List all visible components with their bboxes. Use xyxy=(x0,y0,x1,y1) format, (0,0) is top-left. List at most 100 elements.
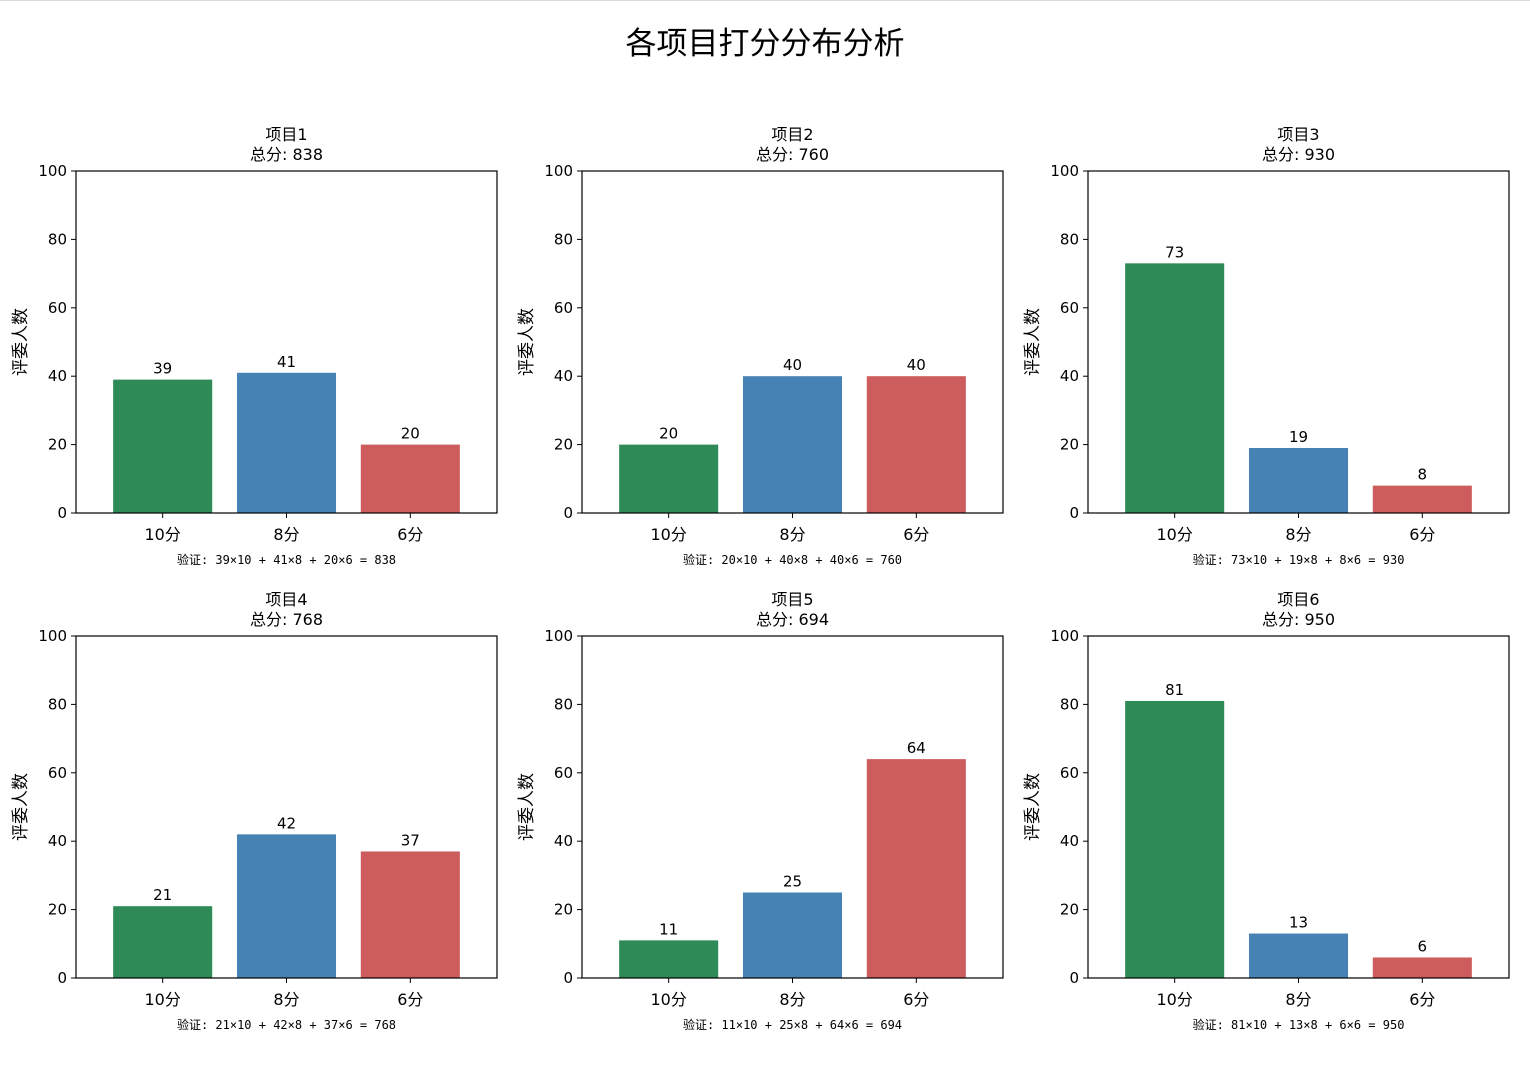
bar-value-label: 41 xyxy=(277,353,296,371)
y-tick-label: 20 xyxy=(1060,901,1079,919)
bar-value-label: 21 xyxy=(153,886,172,904)
y-tick-label: 40 xyxy=(554,367,573,385)
y-tick-label: 40 xyxy=(554,832,573,850)
subplot-title: 项目5 xyxy=(771,590,813,609)
bar xyxy=(236,372,337,513)
subplot-title: 项目3 xyxy=(1277,125,1319,144)
y-tick-label: 60 xyxy=(1060,299,1079,317)
bar-value-label: 40 xyxy=(907,356,926,374)
y-tick-label: 0 xyxy=(57,969,67,987)
x-tick-label: 6分 xyxy=(903,990,929,1009)
x-tick-label: 10分 xyxy=(1156,525,1192,544)
bar xyxy=(866,376,966,513)
bar-value-label: 13 xyxy=(1289,914,1308,932)
top-border xyxy=(0,0,1530,1)
y-axis-label: 评委人数 xyxy=(1023,773,1043,841)
x-tick-label: 6分 xyxy=(903,525,929,544)
y-tick-label: 0 xyxy=(563,504,573,522)
bar-value-label: 73 xyxy=(1165,243,1184,261)
subplot-total-label: 总分: 950 xyxy=(1262,610,1335,629)
y-axis-label: 评委人数 xyxy=(517,773,537,841)
y-tick-label: 80 xyxy=(48,695,67,713)
x-tick-label: 6分 xyxy=(1409,990,1435,1009)
x-tick-label: 6分 xyxy=(1409,525,1435,544)
verification-note: 验证: 11×10 + 25×8 + 64×6 = 694 xyxy=(683,1017,902,1032)
subplot-title: 项目2 xyxy=(771,125,813,144)
y-tick-label: 20 xyxy=(48,436,67,454)
subplot-total-label: 总分: 760 xyxy=(756,145,829,164)
y-tick-label: 40 xyxy=(48,367,67,385)
verification-note: 验证: 39×10 + 41×8 + 20×6 = 838 xyxy=(177,552,396,567)
y-tick-label: 100 xyxy=(38,162,67,180)
x-tick-label: 8分 xyxy=(1285,990,1311,1009)
bar-value-label: 37 xyxy=(401,831,420,849)
subplot-title: 项目6 xyxy=(1277,590,1319,609)
bar-value-label: 19 xyxy=(1289,428,1308,446)
x-tick-label: 6分 xyxy=(397,525,423,544)
bar-value-label: 42 xyxy=(277,814,296,832)
bar xyxy=(742,376,843,513)
subplot-title: 项目1 xyxy=(265,125,307,144)
x-tick-label: 10分 xyxy=(1156,990,1192,1009)
y-tick-label: 20 xyxy=(554,436,573,454)
x-tick-label: 8分 xyxy=(273,990,299,1009)
x-tick-label: 10分 xyxy=(144,525,180,544)
bar xyxy=(113,906,213,978)
bar xyxy=(619,940,719,978)
y-tick-label: 60 xyxy=(1060,764,1079,782)
x-tick-label: 8分 xyxy=(779,990,805,1009)
bar-value-label: 25 xyxy=(783,873,802,891)
y-tick-label: 100 xyxy=(1050,627,1079,645)
y-tick-label: 0 xyxy=(563,969,573,987)
y-tick-label: 100 xyxy=(1050,162,1079,180)
bar-value-label: 40 xyxy=(783,356,802,374)
x-tick-label: 10分 xyxy=(650,990,686,1009)
y-tick-label: 100 xyxy=(544,627,573,645)
verification-note: 验证: 81×10 + 13×8 + 6×6 = 950 xyxy=(1193,1017,1405,1032)
bar-value-label: 81 xyxy=(1165,681,1184,699)
y-tick-label: 60 xyxy=(48,764,67,782)
bar-value-label: 64 xyxy=(907,739,926,757)
bar xyxy=(113,379,213,513)
y-tick-label: 60 xyxy=(48,299,67,317)
y-tick-label: 20 xyxy=(554,901,573,919)
y-tick-label: 80 xyxy=(1060,695,1079,713)
plot-frame xyxy=(75,170,498,514)
x-tick-label: 10分 xyxy=(650,525,686,544)
subplot-total-label: 总分: 930 xyxy=(1262,145,1335,164)
y-tick-label: 80 xyxy=(554,230,573,248)
bar xyxy=(1125,263,1225,513)
bar-value-label: 6 xyxy=(1418,937,1428,955)
bar-value-label: 20 xyxy=(659,425,678,443)
y-axis-label: 评委人数 xyxy=(11,773,31,841)
plot-frame xyxy=(1087,635,1510,979)
plot-frame xyxy=(75,635,498,979)
y-axis-label: 评委人数 xyxy=(1023,308,1043,376)
bar xyxy=(866,759,966,978)
plot-frame xyxy=(581,170,1004,514)
bar xyxy=(1125,700,1225,978)
plot-frame xyxy=(581,635,1004,979)
y-tick-label: 40 xyxy=(1060,367,1079,385)
subplot-title: 项目4 xyxy=(265,590,307,609)
y-tick-label: 0 xyxy=(57,504,67,522)
x-tick-label: 10分 xyxy=(144,990,180,1009)
bar xyxy=(360,851,460,978)
plot-frame xyxy=(1087,170,1510,514)
y-tick-label: 20 xyxy=(1060,436,1079,454)
bar-value-label: 39 xyxy=(153,360,172,378)
bar xyxy=(1372,957,1472,978)
y-tick-label: 40 xyxy=(48,832,67,850)
y-tick-label: 80 xyxy=(1060,230,1079,248)
verification-note: 验证: 73×10 + 19×8 + 8×6 = 930 xyxy=(1193,552,1405,567)
y-axis-label: 评委人数 xyxy=(517,308,537,376)
x-tick-label: 8分 xyxy=(779,525,805,544)
x-tick-label: 6分 xyxy=(397,990,423,1009)
y-tick-label: 60 xyxy=(554,299,573,317)
y-tick-label: 0 xyxy=(1069,504,1079,522)
bar-value-label: 20 xyxy=(401,425,420,443)
